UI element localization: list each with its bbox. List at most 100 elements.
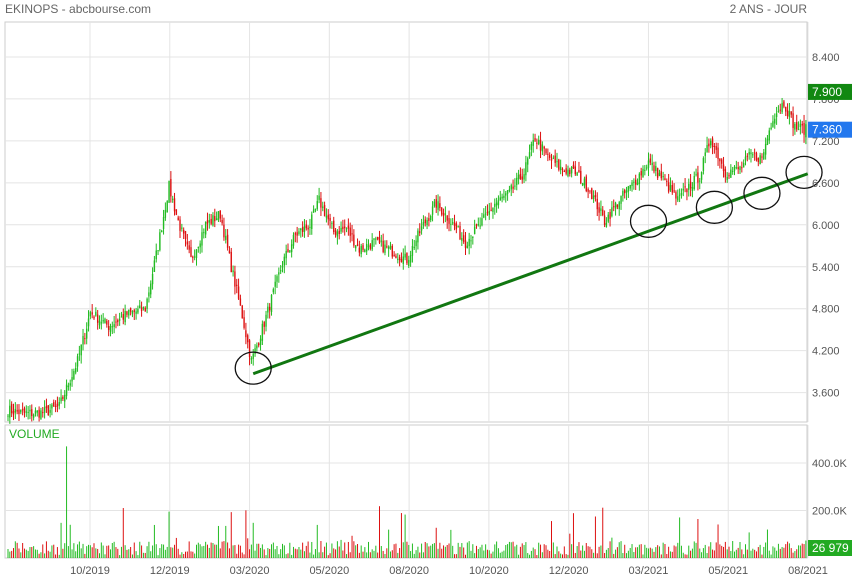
candle-body xyxy=(29,409,31,412)
candle-body xyxy=(228,250,231,254)
candle-body xyxy=(221,220,223,224)
candle-body xyxy=(691,187,694,191)
candle-body xyxy=(733,166,736,171)
candle-body xyxy=(724,168,727,178)
candle-body xyxy=(142,306,145,309)
candle-body xyxy=(252,353,254,359)
candle-body xyxy=(386,246,388,248)
candle-body xyxy=(263,322,265,327)
candle-body xyxy=(785,107,787,112)
candle-body xyxy=(40,410,42,419)
candle-body xyxy=(790,111,792,115)
candle-body xyxy=(54,405,57,407)
candle-body xyxy=(91,312,93,315)
candle-body xyxy=(215,218,218,221)
candle-body xyxy=(768,130,770,141)
candle-body xyxy=(122,314,124,320)
candle-body xyxy=(36,410,38,413)
candle-body xyxy=(115,321,117,323)
candle-body xyxy=(384,244,386,253)
date-tick-label: 03/2021 xyxy=(629,565,669,577)
candle-body xyxy=(715,146,717,150)
candle-body xyxy=(45,406,48,409)
candle-body xyxy=(636,182,639,186)
candle-body xyxy=(492,207,494,212)
candle-body xyxy=(285,250,287,259)
candle-body xyxy=(400,259,403,263)
candle-body xyxy=(65,384,68,396)
candle-body xyxy=(587,189,589,192)
candle-body xyxy=(766,138,769,145)
candle-body xyxy=(757,158,759,163)
candle-body xyxy=(323,205,326,217)
candle-body xyxy=(479,225,481,227)
candle-body xyxy=(340,227,342,232)
candle-body xyxy=(168,180,170,203)
candle-body xyxy=(413,246,415,248)
price-tick-label: 5.400 xyxy=(812,262,840,274)
candle-body xyxy=(146,298,148,309)
candle-body xyxy=(378,237,381,243)
candle-body xyxy=(56,403,59,407)
candle-body xyxy=(554,155,556,163)
candle-body xyxy=(87,318,90,327)
candle-body xyxy=(276,276,278,282)
candle-body xyxy=(446,215,448,221)
candle-body xyxy=(488,210,490,215)
candle-body xyxy=(365,243,368,252)
candle-body xyxy=(666,180,668,182)
candle-body xyxy=(164,210,167,218)
date-tick-label: 03/2020 xyxy=(230,565,270,577)
candle-body xyxy=(409,255,412,263)
candle-body xyxy=(596,198,598,210)
last-high-badge-box xyxy=(808,83,852,100)
candle-body xyxy=(503,195,505,199)
candle-body xyxy=(437,201,439,210)
candle-body xyxy=(387,246,390,249)
candle-body xyxy=(261,323,264,341)
date-tick-label: 08/2020 xyxy=(389,565,429,577)
candle-body xyxy=(184,231,187,239)
price-tick-label: 3.600 xyxy=(812,388,840,400)
candle-body xyxy=(232,270,234,273)
candle-body xyxy=(603,215,606,225)
candle-body xyxy=(109,326,112,332)
candle-body xyxy=(569,169,571,175)
candle-body xyxy=(16,410,18,412)
date-tick-label: 10/2019 xyxy=(70,565,110,577)
candle-body xyxy=(706,145,708,152)
price-tick-label: 4.800 xyxy=(812,304,840,316)
candle-body xyxy=(600,208,602,211)
candle-body xyxy=(667,182,670,192)
candle-body xyxy=(318,195,320,200)
candle-body xyxy=(206,220,209,224)
candle-body xyxy=(801,123,803,126)
candle-body xyxy=(128,309,130,316)
support-circle xyxy=(695,190,734,224)
candle-body xyxy=(607,214,609,222)
candle-body xyxy=(419,231,421,234)
candle-body xyxy=(453,222,456,226)
candle-body xyxy=(159,232,161,251)
candle-body xyxy=(662,176,664,178)
candle-body xyxy=(204,222,207,235)
candle-body xyxy=(402,256,404,264)
candle-body xyxy=(742,162,745,168)
candle-body xyxy=(241,305,243,319)
candle-body xyxy=(516,177,518,185)
candle-body xyxy=(148,292,150,297)
candle-body xyxy=(457,226,459,228)
candle-body xyxy=(521,176,523,180)
candle-body xyxy=(113,324,115,328)
candle-body xyxy=(137,308,139,313)
candle-body xyxy=(281,266,284,268)
candle-body xyxy=(786,110,789,117)
candle-body xyxy=(618,202,620,210)
candle-body xyxy=(779,109,781,111)
price-tick-label: 8.400 xyxy=(812,52,840,64)
candle-body xyxy=(331,222,333,224)
candle-body xyxy=(695,174,697,176)
candle-body xyxy=(71,377,73,382)
candle-body xyxy=(420,226,423,231)
